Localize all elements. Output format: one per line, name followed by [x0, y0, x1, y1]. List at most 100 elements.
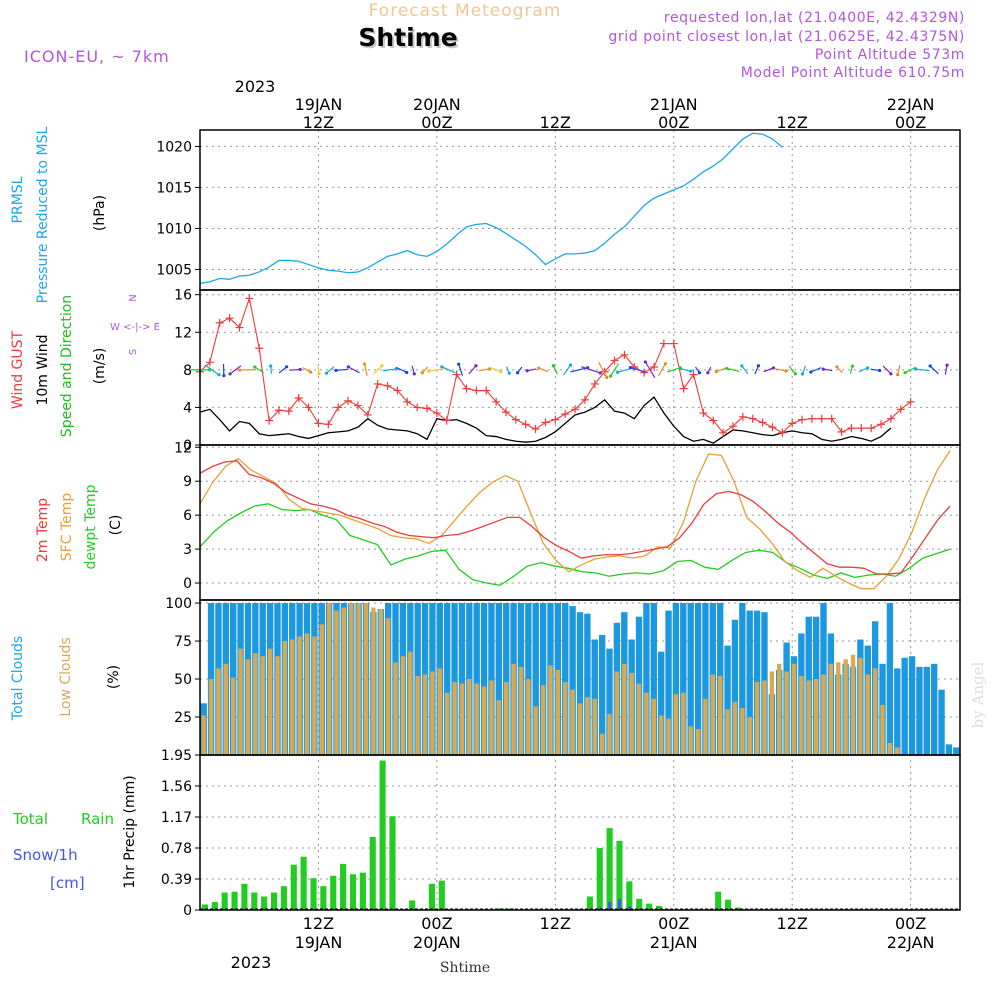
wind-gust-marker — [817, 414, 826, 423]
low-clouds-bar — [688, 726, 693, 755]
wind-unit: (m/s) — [92, 348, 108, 385]
wind-direction-arrowhead — [525, 369, 529, 373]
wind-direction-arrowhead — [605, 375, 609, 380]
cloud-bars — [200, 603, 960, 755]
rain-bar — [646, 903, 653, 910]
model-name: ICON-EU, ~ 7km — [24, 47, 170, 66]
low-clouds-bar — [821, 674, 826, 755]
temp-y-axis: 0 3 6 9 12 — [174, 440, 960, 592]
prmsl-label: PRMSL — [10, 176, 26, 223]
low-clouds-bar — [607, 713, 612, 755]
wind-direction-arrow — [229, 365, 242, 375]
wind-direction-arrowhead — [928, 364, 932, 368]
rain-bar — [359, 872, 366, 910]
wind-direction-arrowhead — [643, 360, 647, 364]
wind-direction-arrow — [254, 366, 264, 374]
total-clouds-bar — [539, 603, 547, 755]
low-clouds-bar — [644, 692, 649, 755]
low-clouds-bar — [806, 680, 811, 755]
low-clouds-bar — [747, 717, 752, 755]
wind-direction-arrow — [598, 361, 608, 378]
wind-direction-arrowhead — [616, 370, 620, 374]
low-clouds-bar — [496, 700, 502, 755]
rain-bar — [221, 892, 228, 910]
temp-tick-label: 3 — [183, 542, 192, 558]
wind-direction-arrowhead — [896, 372, 900, 377]
compass-south: S — [128, 349, 139, 355]
wind-gust-marker — [798, 415, 807, 424]
low-clouds-bar — [474, 683, 479, 755]
wind-gust-marker — [383, 381, 392, 390]
low-clouds-bar — [356, 603, 361, 755]
low-clouds-bar — [784, 671, 789, 755]
wind-direction-arrow — [680, 367, 691, 372]
wind-gust-marker — [640, 368, 649, 377]
wind-gust-marker — [334, 403, 343, 412]
total-clouds-bar — [901, 657, 908, 755]
grid-point-coords: grid point closest lon,lat (21.0625E, 42… — [608, 29, 965, 45]
total-clouds-bar — [443, 603, 451, 755]
clouds-unit: (%) — [106, 665, 122, 689]
wind-direction-arrowhead — [488, 367, 492, 371]
rain-bar — [320, 886, 327, 910]
wind-direction-arrowhead — [865, 366, 870, 370]
low-clouds-bar — [393, 662, 398, 755]
total-clouds-bar — [451, 603, 458, 755]
wind-gust-marker — [738, 412, 747, 421]
low-clouds-bar — [385, 618, 391, 755]
low-clouds-bar — [378, 609, 383, 755]
time-hour-label-top: 00Z — [421, 113, 452, 132]
pressure-msl-label: Pressure Reduced to MSL — [35, 126, 51, 303]
point-altitude: Point Altitude 573m — [815, 47, 965, 63]
rain-bar — [389, 816, 396, 910]
total-clouds-bar — [923, 666, 930, 755]
low-clouds-bar — [651, 698, 656, 755]
precip-bars — [200, 760, 960, 910]
time-day-label-bottom: 22JAN — [887, 933, 935, 952]
wind-direction-arrow — [915, 368, 930, 372]
wind-gust-marker — [205, 358, 214, 367]
wind-direction-arrow — [563, 364, 572, 376]
wind-direction-arrowhead — [222, 374, 226, 378]
wind-gust-marker — [610, 356, 619, 365]
total-clouds-bar — [731, 619, 739, 755]
location-title: Shtime — [358, 23, 457, 52]
wind-direction-arrowhead — [362, 362, 367, 366]
wind-gust-marker — [758, 418, 767, 427]
wind-gust-marker — [778, 428, 787, 437]
low-clouds-bar — [518, 666, 524, 755]
time-hour-label-top: 12Z — [777, 113, 808, 132]
wind-gust-marker — [877, 420, 886, 429]
total-clouds-bar — [598, 634, 606, 755]
rain-bar — [231, 891, 238, 910]
wind-gust-marker — [719, 428, 728, 437]
wind-gust-marker — [857, 424, 866, 433]
rain-bar — [606, 828, 613, 910]
wind-direction-arrowhead — [756, 364, 761, 368]
wind-tick-label: 0 — [183, 438, 192, 454]
total-clouds-bar — [687, 603, 694, 755]
low-clouds-bar — [437, 668, 442, 755]
time-day-label-top: 22JAN — [887, 95, 935, 114]
clouds-panel-labels: Total Clouds Low Clouds (%) — [10, 636, 122, 721]
low-clouds-bar — [710, 674, 716, 755]
wind-direction-arrow — [468, 365, 477, 375]
wind-direction-arrow — [458, 363, 464, 376]
wind-direction-arrowhead — [714, 369, 718, 374]
low-clouds-bar — [533, 706, 538, 755]
rain-bar — [270, 892, 278, 910]
rain-bar — [201, 904, 208, 910]
wind-direction-arrowhead — [903, 371, 907, 375]
low-clouds-bar — [614, 671, 620, 755]
temp-tick-label: 12 — [174, 440, 192, 456]
rain-bar — [300, 856, 307, 910]
wind-direction-arrowhead — [515, 371, 520, 375]
wind-direction-arrowhead — [228, 372, 232, 376]
wind-gust-marker — [344, 396, 353, 405]
wind-direction-arrowhead — [628, 365, 633, 370]
low-clouds-bar — [216, 668, 221, 755]
low-clouds-bar — [622, 663, 627, 755]
total-clouds-bar — [503, 603, 510, 755]
wind-gust-label: Wind GUST — [10, 330, 26, 409]
wind-tick-label: 16 — [174, 288, 192, 304]
